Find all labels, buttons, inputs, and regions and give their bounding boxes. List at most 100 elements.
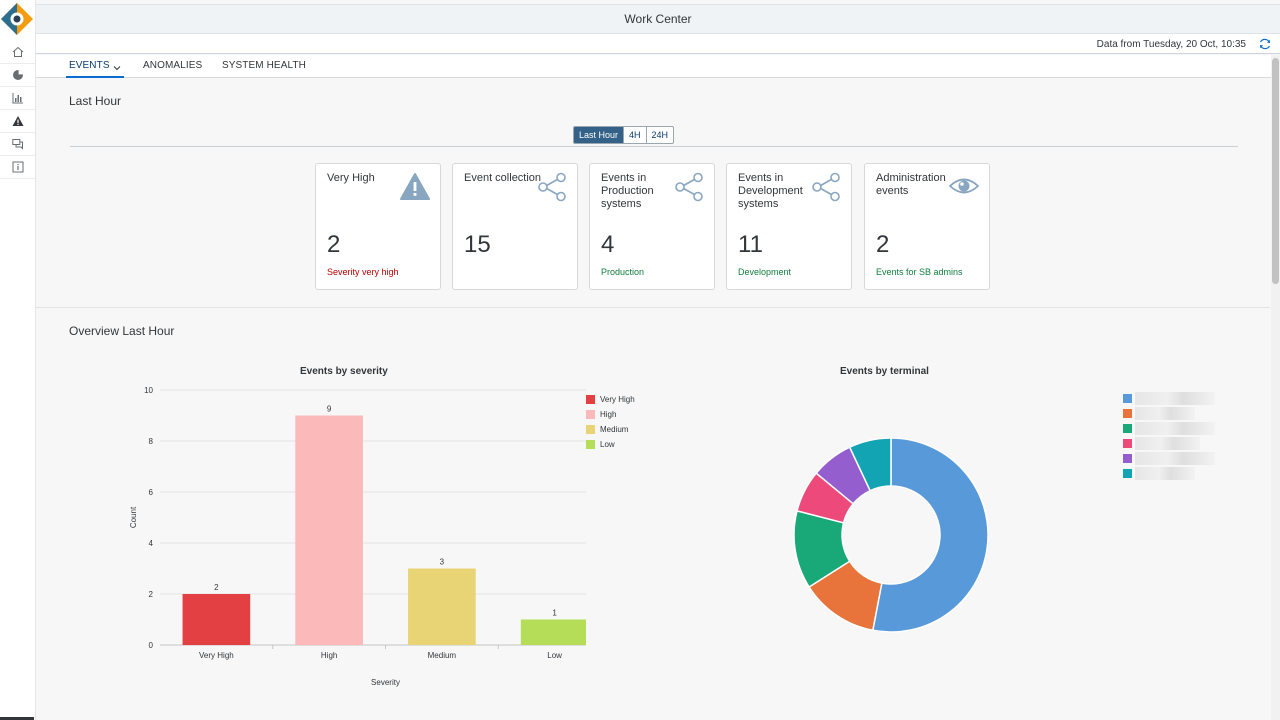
legend-swatch: [1123, 424, 1132, 433]
tile-title: Administration events: [876, 172, 946, 197]
home-icon[interactable]: [0, 41, 35, 64]
tile-value: 2: [327, 231, 341, 258]
tile-administration-events[interactable]: Administration events 2 Events for SB ad…: [864, 163, 990, 290]
legend-label: Low: [600, 440, 615, 449]
bar: [408, 568, 476, 645]
warning-icon: [400, 172, 430, 202]
chart-title-terminal: Events by terminal: [840, 366, 929, 377]
tile-value: 2: [876, 231, 890, 258]
legend-label: Medium: [600, 425, 629, 434]
warning-icon[interactable]: [0, 110, 35, 133]
legend-item[interactable]: Low: [586, 437, 635, 452]
tile-production-events[interactable]: Events in Production systems 4 Productio…: [589, 163, 715, 290]
section-title-last-hour: Last Hour: [69, 94, 122, 108]
x-tick-label: Low: [547, 651, 562, 660]
tile-title: Event collection: [464, 172, 542, 184]
donut-slice: [848, 438, 892, 492]
shell-header: Work Center: [36, 4, 1280, 34]
legend-item[interactable]: [1123, 421, 1215, 436]
legend-swatch: [1123, 469, 1132, 478]
app-title: Work Center: [624, 12, 692, 26]
tile-development-events[interactable]: Events in Development systems 11 Develop…: [726, 163, 852, 290]
time-filter-4h[interactable]: 4H: [624, 127, 647, 143]
side-navigation: [0, 0, 36, 720]
legend-swatch: [586, 425, 595, 434]
tab-bar: EVENTS ANOMALIES SYSTEM HEALTH: [36, 55, 1280, 78]
tile-title: Events in Production systems: [601, 172, 654, 210]
legend-item[interactable]: [1123, 391, 1215, 406]
section-divider: [70, 146, 1238, 147]
y-axis-title: Count: [129, 506, 138, 528]
bar-chart-events-by-severity: 0 2 4 6 8 10 2 Very High 9 High 3 Medium 1 Low Severit…: [129, 386, 586, 687]
legend-item[interactable]: Medium: [586, 422, 635, 437]
refresh-icon[interactable]: [1258, 37, 1272, 51]
refresh-timestamp: Data from Tuesday, 20 Oct, 10:35: [1096, 39, 1246, 50]
share-icon: [537, 172, 567, 202]
x-tick-label: Very High: [199, 651, 234, 660]
y-tick-label: 2: [149, 590, 154, 599]
legend-swatch: [586, 410, 595, 419]
legend-swatch: [1123, 439, 1132, 448]
legend-item[interactable]: Very High: [586, 392, 635, 407]
legend-item[interactable]: [1123, 436, 1215, 451]
time-filter: Last Hour 4H 24H: [573, 126, 675, 144]
legend-item[interactable]: [1123, 451, 1215, 466]
legend-item[interactable]: [1123, 466, 1215, 481]
y-tick-label: 4: [149, 539, 154, 548]
tab-anomalies[interactable]: ANOMALIES: [143, 60, 203, 71]
legend-swatch: [1123, 394, 1132, 403]
chevron-down-icon[interactable]: [113, 59, 121, 77]
share-icon: [674, 172, 704, 202]
chat-icon[interactable]: [0, 133, 35, 156]
tile-value: 15: [464, 231, 491, 258]
scrollbar-track[interactable]: [1271, 55, 1280, 720]
legend-swatch: [586, 395, 595, 404]
y-tick-label: 6: [149, 488, 154, 497]
chart-legend: Very High High Medium Low: [586, 392, 635, 452]
legend-label: Very High: [600, 395, 635, 404]
tile-footer: Development: [738, 267, 792, 277]
info-icon[interactable]: [0, 156, 35, 179]
legend-label: High: [600, 410, 617, 419]
redacted-label: [1135, 467, 1195, 480]
redacted-label: [1135, 452, 1215, 465]
tile-title: Very High: [327, 172, 375, 184]
tile-very-high[interactable]: Very High 2 Severity very high: [315, 163, 441, 290]
tab-system-health[interactable]: SYSTEM HEALTH: [222, 60, 306, 71]
app-logo-icon[interactable]: [0, 2, 34, 36]
tab-events[interactable]: EVENTS: [69, 60, 110, 71]
terminal-legend: [1123, 391, 1215, 481]
section-title-overview: Overview Last Hour: [69, 324, 175, 338]
data-label: 9: [327, 405, 332, 414]
bar: [182, 594, 251, 645]
legend-item[interactable]: High: [586, 407, 635, 422]
rail-footer-bar: [0, 717, 34, 720]
pie-chart-icon[interactable]: [0, 64, 35, 87]
redacted-label: [1135, 437, 1200, 450]
tile-footer: Events for SB admins: [876, 267, 963, 277]
legend-item[interactable]: [1123, 406, 1215, 421]
chart-title-severity: Events by severity: [300, 366, 388, 377]
eye-icon: [948, 172, 980, 202]
redacted-label: [1135, 407, 1195, 420]
data-label: 1: [552, 609, 557, 618]
bar-chart-icon[interactable]: [0, 87, 35, 110]
redacted-label: [1135, 392, 1215, 405]
y-tick-label: 0: [149, 641, 154, 650]
donut-chart-events-by-terminal: [793, 438, 989, 633]
tile-value: 11: [738, 231, 763, 258]
tile-event-collection[interactable]: Event collection 15: [452, 163, 578, 290]
refresh-bar: Data from Tuesday, 20 Oct, 10:35: [36, 34, 1280, 54]
time-filter-last-hour[interactable]: Last Hour: [574, 127, 625, 143]
x-tick-label: High: [321, 651, 337, 660]
section-divider: [36, 307, 1270, 308]
tile-value: 4: [601, 231, 615, 258]
tile-title: Events in Development systems: [738, 172, 803, 210]
donut-slice: [871, 438, 989, 633]
y-tick-label: 10: [144, 386, 153, 395]
x-axis-title: Severity: [371, 678, 400, 687]
scrollbar-thumb[interactable]: [1272, 58, 1279, 284]
share-icon: [811, 172, 841, 202]
tile-footer: Production: [601, 267, 645, 277]
time-filter-24h[interactable]: 24H: [651, 130, 669, 140]
